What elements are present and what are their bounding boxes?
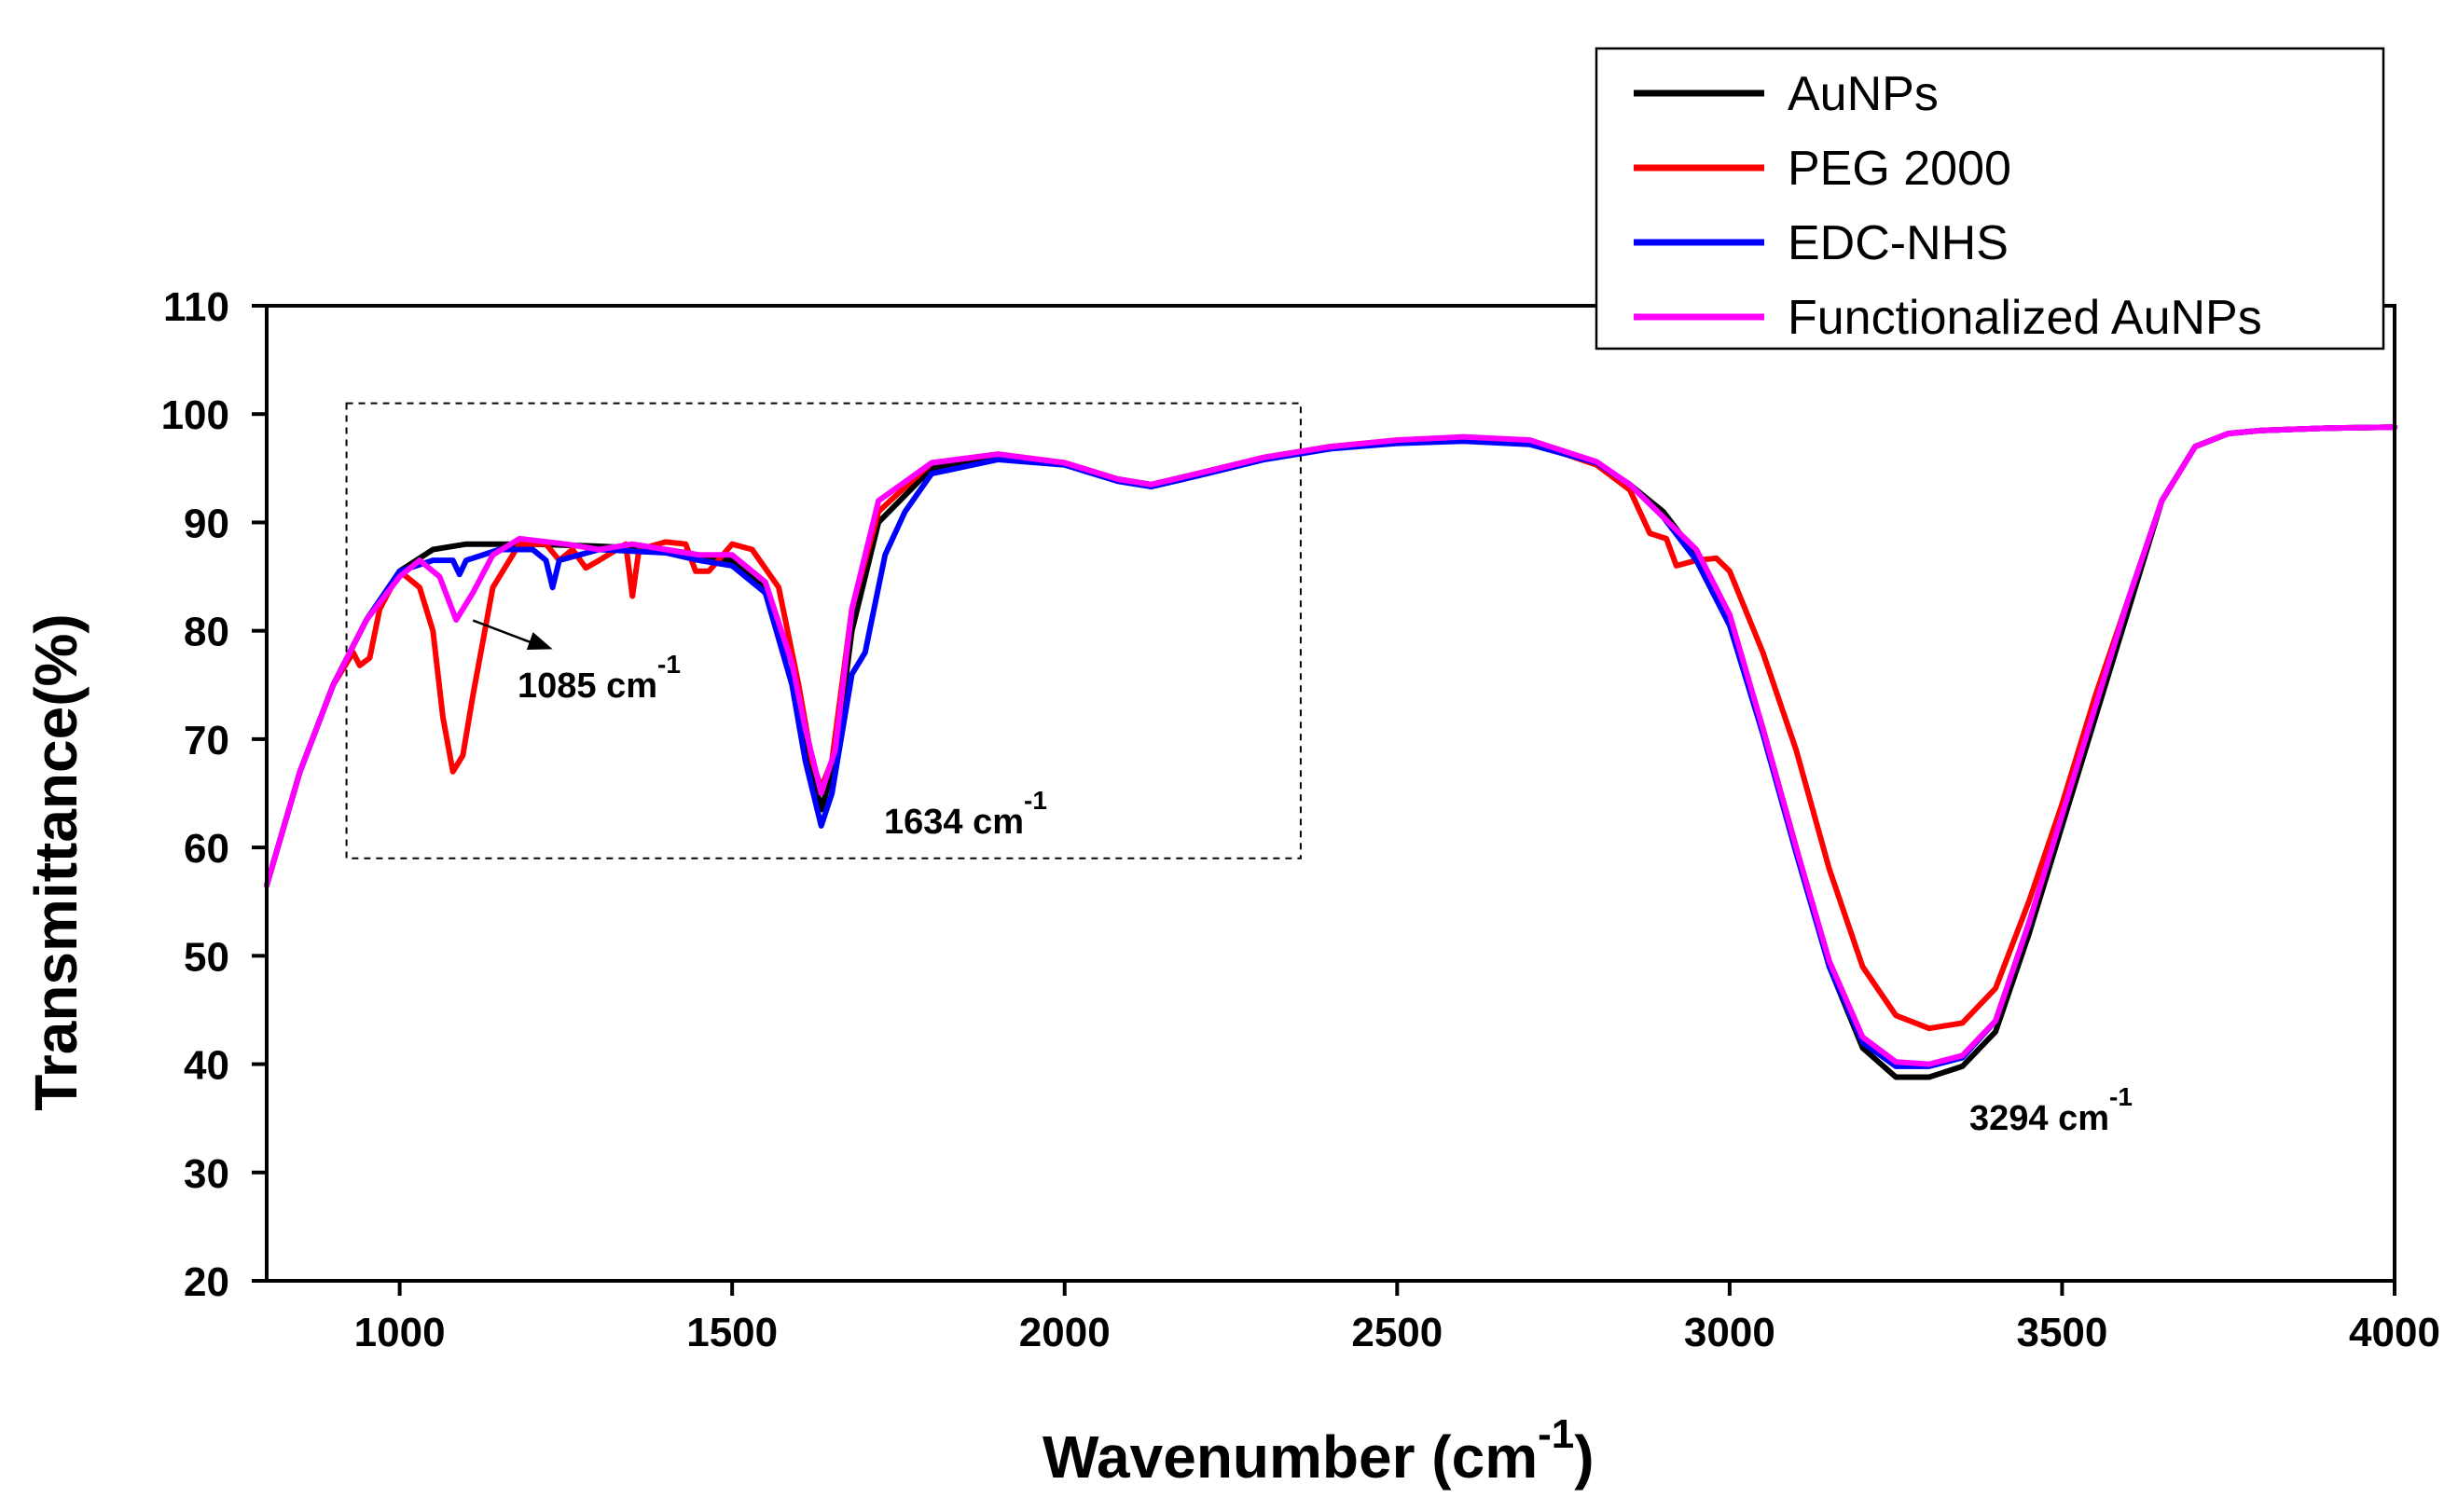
legend-label-functionalized-aunps: Functionalized AuNPs [1788,291,2262,345]
y-tick-label: 60 [184,826,229,872]
y-tick-label: 110 [163,284,229,330]
y-tick-label: 100 [161,392,229,438]
y-tick-label: 70 [184,718,229,763]
x-tick-label: 1000 [354,1310,446,1355]
x-axis-title-close: ) [1574,1423,1594,1491]
y-tick-label: 40 [184,1043,229,1089]
annotation-sup: -1 [657,650,681,679]
y-tick-label: 90 [184,501,229,546]
highlight-box [345,402,1302,859]
x-tick-label: 2500 [1351,1310,1443,1355]
x-tick-label: 3000 [1684,1310,1775,1355]
x-tick-label: 2000 [1019,1310,1111,1355]
annotation-arrow-head [526,632,553,650]
y-tick-label: 80 [184,610,229,655]
legend: AuNPs PEG 2000 EDC-NHS Functionalized AuNPs [1595,47,2385,351]
y-tick-label: 50 [184,934,229,980]
annotation-sup: -1 [1024,786,1047,815]
x-tick-label: 1500 [686,1310,778,1355]
series-line-edc-nhs [264,424,2397,1069]
y-axis-title: Transmittance(%) [22,613,90,1110]
annotation-arrow-line [472,619,535,645]
x-axis-title: Wavenumber (cm-1) [1043,1411,1595,1491]
annotation-text: 1634 cm [884,803,1024,842]
annotation-sup: -1 [2109,1082,2133,1111]
legend-label-edc-nhs: EDC-NHS [1788,216,2009,270]
annotation-text: 1085 cm [518,667,657,706]
series-line-peg-2000 [264,424,2397,1032]
legend-box [1595,47,2385,351]
legend-label-aunps: AuNPs [1788,67,1939,121]
x-axis-title-main: Wavenumber (cm [1043,1423,1538,1491]
y-tick-label: 20 [184,1259,229,1305]
x-axis-title-sup: -1 [1538,1411,1574,1457]
annotation-label: 1634 cm-1 [884,786,1047,842]
y-tick-label: 30 [184,1151,229,1197]
plot-frame [265,304,2396,1283]
legend-label-peg-2000: PEG 2000 [1788,142,2011,196]
annotation-label: 3294 cm-1 [1969,1082,2133,1138]
series-line-functionalized-aunps [264,424,2397,1067]
x-tick-label: 3500 [2016,1310,2107,1355]
x-tick-label: 4000 [2349,1310,2440,1355]
annotation-label: 1085 cm-1 [518,650,681,706]
annotation-text: 3294 cm [1969,1099,2109,1138]
